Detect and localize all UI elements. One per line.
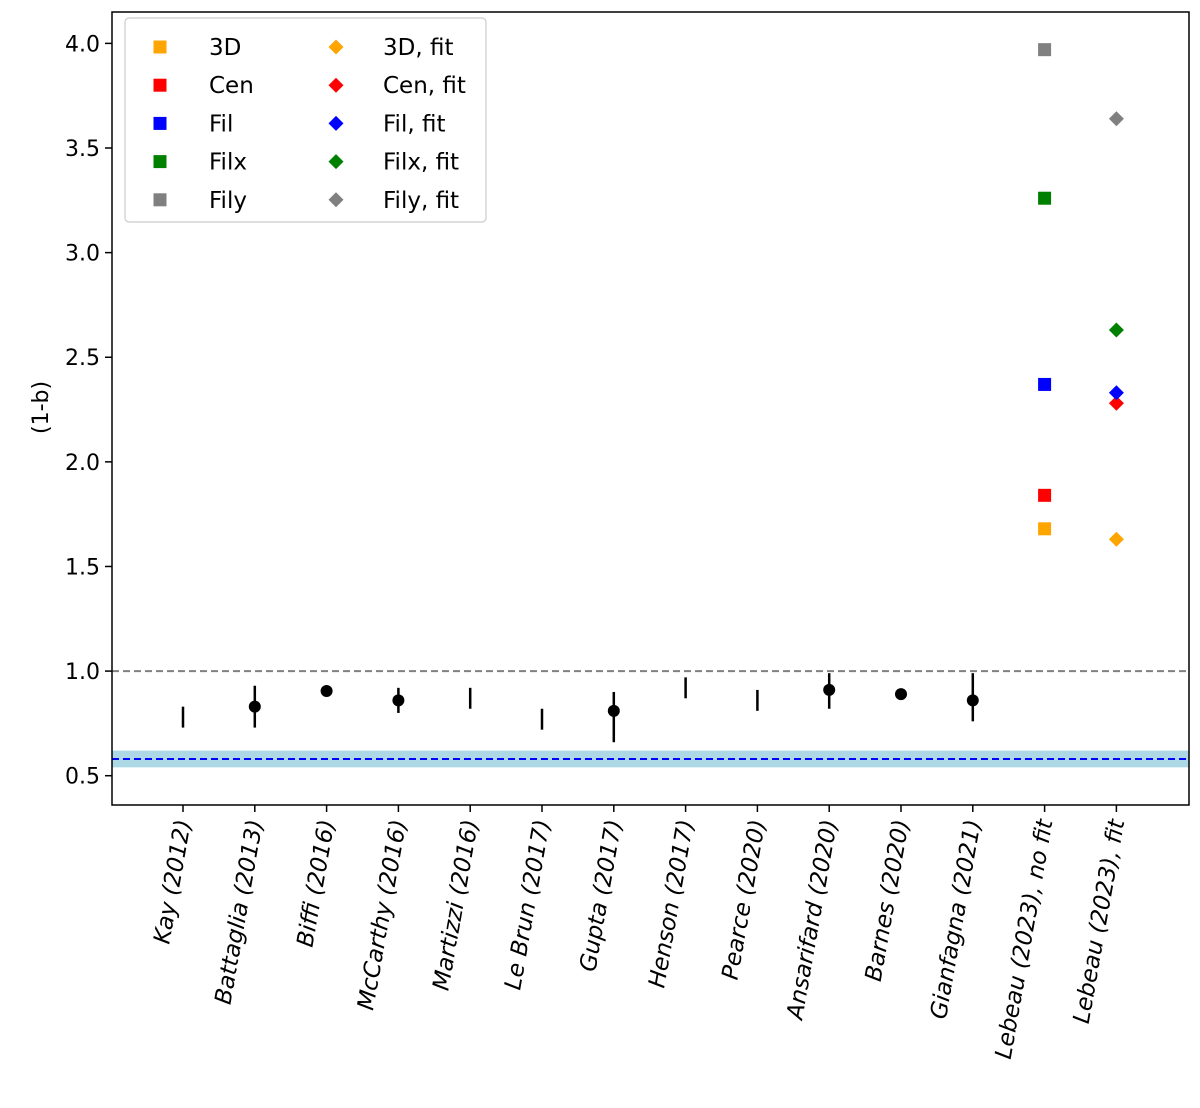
legend-marker bbox=[328, 39, 344, 55]
x-tick-label: Ansarifard (2020) bbox=[782, 818, 843, 1024]
legend-label: Fil bbox=[209, 111, 233, 137]
y-tick-label: 0.5 bbox=[65, 765, 100, 790]
x-tick-label: Kay (2012) bbox=[149, 818, 196, 946]
legend-label: Fily bbox=[209, 188, 247, 214]
legend-marker bbox=[153, 155, 167, 169]
y-tick-label: 2.0 bbox=[65, 451, 100, 476]
data-point bbox=[320, 684, 333, 697]
plot-frame bbox=[111, 11, 1190, 806]
series-marker bbox=[1108, 322, 1124, 338]
y-tick-label: 1.5 bbox=[65, 555, 100, 580]
legend-label: 3D bbox=[209, 35, 241, 61]
x-tick-label: Martizzi (2016) bbox=[428, 818, 484, 993]
y-tick-label: 1.0 bbox=[65, 660, 100, 685]
data-point bbox=[392, 694, 405, 707]
y-tick-label: 4.0 bbox=[65, 32, 100, 57]
x-tick-label: Gupta (2017) bbox=[575, 818, 627, 974]
legend-label: Cen bbox=[209, 73, 254, 99]
x-tick-label: Henson (2017) bbox=[644, 818, 699, 990]
data-markers bbox=[181, 43, 1124, 743]
legend-marker bbox=[153, 40, 167, 54]
y-axis-ticks: 0.5 1.0 1.5 2.0 2.5 3.0 3.5 4.0 bbox=[65, 32, 112, 790]
series-marker bbox=[1038, 43, 1052, 57]
x-tick-label: Battaglia (2013) bbox=[211, 818, 269, 1007]
x-tick-label: Biffi (2016) bbox=[293, 818, 341, 950]
x-tick-label: Gianfagna (2021) bbox=[926, 818, 987, 1022]
legend-label: Fily, fit bbox=[383, 188, 459, 214]
legend-marker bbox=[328, 192, 344, 208]
legend-marker bbox=[328, 154, 344, 170]
y-axis-label: (1-b) bbox=[29, 381, 54, 434]
data-point bbox=[248, 700, 261, 713]
series-marker bbox=[1038, 191, 1052, 205]
x-tick-label: Lebeau (2023), fit bbox=[1069, 817, 1131, 1026]
series-marker bbox=[1108, 111, 1124, 127]
x-axis-ticks: Kay (2012) Battaglia (2013) Biffi (2016) Mc… bbox=[149, 805, 1130, 1061]
data-point bbox=[607, 704, 620, 717]
y-tick-label: 3.5 bbox=[65, 137, 100, 162]
series-marker bbox=[1108, 395, 1124, 411]
legend-label: Cen, fit bbox=[383, 73, 466, 99]
x-tick-label: Pearce (2020) bbox=[718, 818, 772, 982]
reference-band bbox=[112, 750, 1189, 768]
series-marker bbox=[1038, 488, 1052, 502]
legend-marker bbox=[153, 78, 167, 92]
legend-marker bbox=[328, 115, 344, 131]
series-marker bbox=[1038, 377, 1052, 391]
legend-marker bbox=[328, 77, 344, 93]
x-tick-label: McCarthy (2016) bbox=[353, 818, 412, 1013]
series-marker bbox=[1108, 385, 1124, 401]
legend-label: Filx bbox=[209, 150, 247, 176]
series-marker bbox=[1038, 522, 1052, 536]
y-tick-label: 3.0 bbox=[65, 242, 100, 267]
legend: 3D Cen Fil Filx Fily 3D, fit Cen, fit Fil, fit F… bbox=[124, 17, 487, 223]
series-marker bbox=[1108, 531, 1124, 547]
data-point bbox=[966, 694, 979, 707]
data-point bbox=[823, 683, 836, 696]
x-tick-label: Barnes (2020) bbox=[861, 818, 915, 984]
legend-label: 3D, fit bbox=[383, 35, 453, 61]
x-tick-label: Le Brun (2017) bbox=[500, 818, 556, 992]
data-point bbox=[895, 688, 907, 701]
legend-box bbox=[124, 17, 487, 223]
x-tick-label: Lebeau (2023), no fit bbox=[991, 817, 1059, 1061]
legend-label: Fil, fit bbox=[383, 111, 445, 137]
legend-label: Filx, fit bbox=[383, 150, 459, 176]
reference-lines bbox=[112, 670, 1189, 768]
y-tick-label: 2.5 bbox=[65, 346, 100, 371]
legend-marker bbox=[153, 116, 167, 130]
legend-marker bbox=[153, 193, 167, 207]
